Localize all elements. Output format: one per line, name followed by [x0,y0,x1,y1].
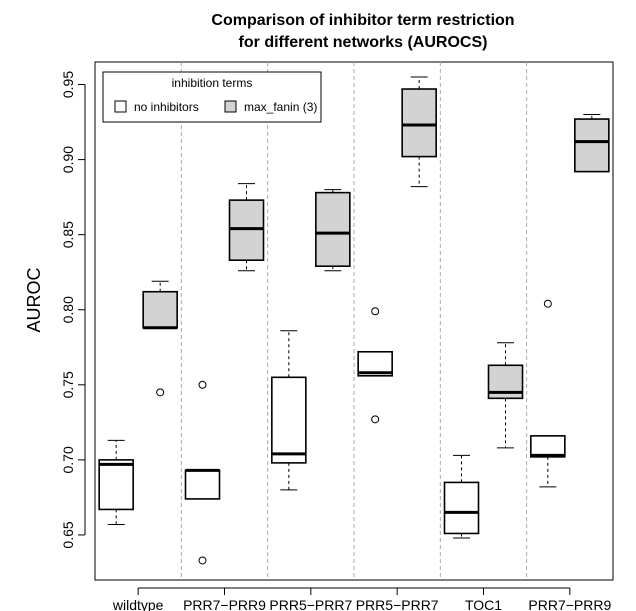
legend: inhibition terms no inhibitors max_fanin (… [102,71,322,123]
x-tick-label: PRR7−PRR9 [528,597,611,611]
box [98,459,134,511]
legend-swatch [114,100,127,113]
y-tick-label: 0.80 [60,296,76,323]
box [401,88,437,158]
y-tick-label: 0.65 [60,521,76,548]
chart-title-line2: for different networks (AUROCS) [239,34,488,51]
legend-entry-label: no inhibitors [134,100,199,114]
outlier-point [198,556,207,565]
box [443,481,480,535]
box [271,376,307,464]
box [530,435,566,458]
box [184,469,221,500]
outlier-point [371,307,380,316]
outlier-point [371,415,380,424]
x-tick-label: PRR5−PRR7 [269,597,352,611]
x-tick-label: PRR5−PRR7 [356,597,439,611]
y-tick-label: 0.75 [60,371,76,398]
legend-entry-label: max_fanin (3) [244,100,317,114]
box [142,290,178,329]
box [315,191,351,267]
y-tick-label: 0.95 [60,71,76,98]
x-tick-label: PRR7−PRR9 [183,597,266,611]
y-tick-label: 0.85 [60,221,76,248]
box [574,118,610,173]
box [228,199,265,261]
outlier-point [198,380,207,389]
legend-swatch [224,100,237,113]
chart-title-line1: Comparison of inhibitor term restriction [211,12,514,29]
legend-box [102,71,322,123]
outlier-point [543,299,552,308]
x-tick-label: wildtype [112,597,164,611]
y-tick-label: 0.90 [60,146,76,173]
outlier-point [156,388,165,397]
y-tick-label: 0.70 [60,446,76,473]
plot-area: 0.65 0.70 0.75 0.80 0.85 0.90 0.95 wildtype PRR7… [60,61,614,611]
y-axis-label: AUROC [24,267,44,332]
legend-title: inhibition terms [172,76,253,90]
x-tick-label: TOC1 [465,597,502,611]
